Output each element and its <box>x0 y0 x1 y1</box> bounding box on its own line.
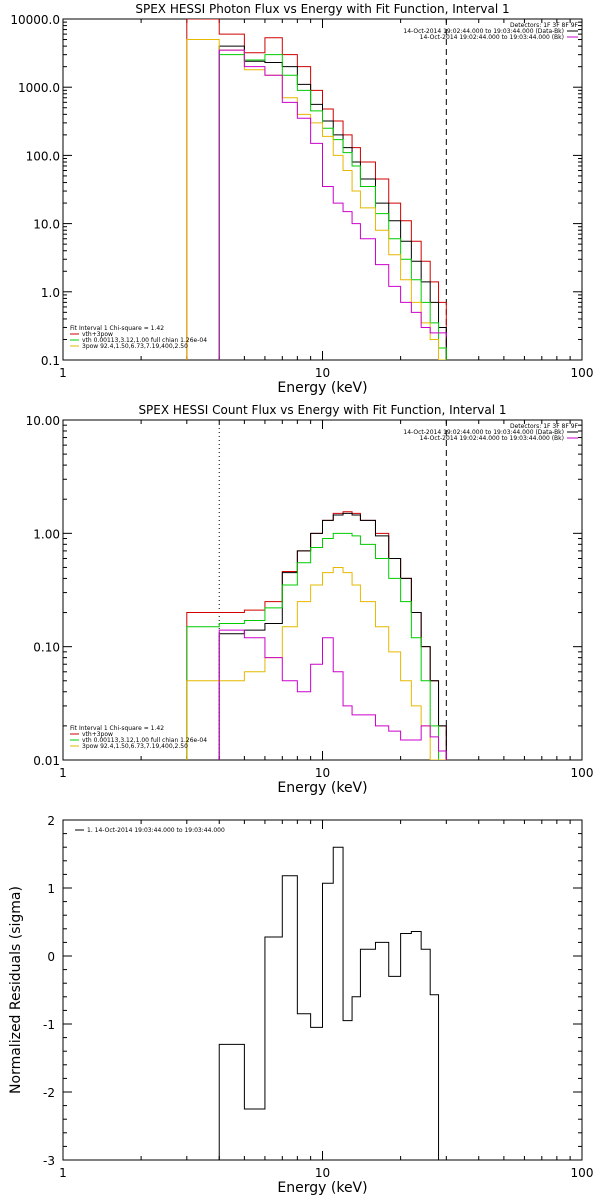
x-axis-label: Energy (keV) <box>277 1180 367 1196</box>
y-tick-label: -3 <box>43 1154 55 1168</box>
series-line-2 <box>218 54 447 360</box>
y-tick-label: 0.01 <box>33 754 60 768</box>
x-tick-label: 10 <box>315 366 330 380</box>
plot-frame <box>62 18 583 361</box>
y-tick-label: 0 <box>47 950 55 964</box>
series-line-2 <box>186 532 447 760</box>
series-line-0 <box>218 846 447 1160</box>
legend-entry: vth 0.00113,3.12,1.00 full chian 1.26e-0… <box>82 337 207 344</box>
info-line: 14-Oct-2014 19:02:44.000 to 19:03:44.000… <box>403 28 564 35</box>
legend-entry: vth 0.00113,3.12,1.00 full chian 1.26e-0… <box>82 737 207 744</box>
info-line: Detectors: 1F 3F 8F 9F <box>510 423 579 430</box>
chart-title: SPEX HESSI Count Flux vs Energy with Fit… <box>138 403 506 417</box>
series-line-3 <box>186 39 447 360</box>
x-axis-label: Energy (keV) <box>277 780 367 796</box>
chart-panel-1: SPEX HESSI Photon Flux vs Energy with Fi… <box>10 2 593 396</box>
y-tick-label: 1 <box>47 882 55 896</box>
y-tick-label: 1.0 <box>41 286 60 300</box>
info-line: 14-Oct-2014 19:02:44.000 to 19:03:44.000… <box>403 429 564 436</box>
y-tick-label: 1.00 <box>33 527 60 541</box>
x-tick-label: 10 <box>315 766 330 780</box>
legend-entry: Fit Interval 1 Chi-square = 1.42 <box>70 325 164 332</box>
y-tick-label: 100.0 <box>26 149 60 163</box>
x-tick-label: 1 <box>59 1166 67 1180</box>
legend-entry: 3pow 92.4,1.50,6.73,7.19,400,2.50 <box>82 743 188 750</box>
x-tick-label: 1 <box>59 366 67 380</box>
info-line: 14-Oct-2014 19:02:44.000 to 19:03:44.000… <box>420 34 564 41</box>
chart-panel-2: SPEX HESSI Count Flux vs Energy with Fit… <box>26 403 594 796</box>
y-tick-label: 0.1 <box>41 354 60 368</box>
y-tick-label: 10.0 <box>33 218 60 232</box>
y-tick-label: 2 <box>47 814 55 828</box>
legend-entry: Fit Interval 1 Chi-square = 1.42 <box>70 725 164 732</box>
info-line: Detectors: 1F 3F 8F 9F <box>510 22 579 29</box>
chart-panel-3: 1 10 100 Energy (keV) -3 -2 -1 0 1 2 Normalized Re… <box>8 814 593 1196</box>
series-line-0 <box>186 19 447 360</box>
legend-entry: vth+3pow <box>82 331 113 338</box>
chart-title: SPEX HESSI Photon Flux vs Energy with Fi… <box>135 2 509 16</box>
series-line-4 <box>218 629 447 760</box>
x-tick-label: 1 <box>59 766 67 780</box>
legend-entry: 3pow 92.4,1.50,6.73,7.19,400,2.50 <box>82 343 188 350</box>
y-axis-label: Normalized Residuals (sigma) <box>8 886 24 1094</box>
series-line-4 <box>218 49 447 360</box>
x-tick-label: 100 <box>571 366 594 380</box>
y-tick-label: 10.00 <box>26 414 60 428</box>
series-line-0 <box>186 511 447 760</box>
plot-frame <box>62 419 583 761</box>
legend-entry: 1. 14-Oct-2014 19:03:44.000 to 19:03:44.… <box>87 827 225 834</box>
y-tick-label: -2 <box>43 1086 55 1100</box>
x-tick-label: 10 <box>315 1166 330 1180</box>
x-axis-label: Energy (keV) <box>277 380 367 396</box>
y-tick-label: 0.10 <box>33 641 60 655</box>
series-line-1 <box>218 512 447 760</box>
info-line: 14-Oct-2014 19:02:44.000 to 19:03:44.000… <box>420 435 564 442</box>
x-tick-label: 100 <box>571 1166 594 1180</box>
y-tick-label: 1000.0 <box>18 81 60 95</box>
x-tick-label: 100 <box>571 766 594 780</box>
legend-entry: vth+3pow <box>82 731 113 738</box>
y-tick-label: 10000.0 <box>10 13 60 27</box>
y-tick-label: -1 <box>43 1018 55 1032</box>
